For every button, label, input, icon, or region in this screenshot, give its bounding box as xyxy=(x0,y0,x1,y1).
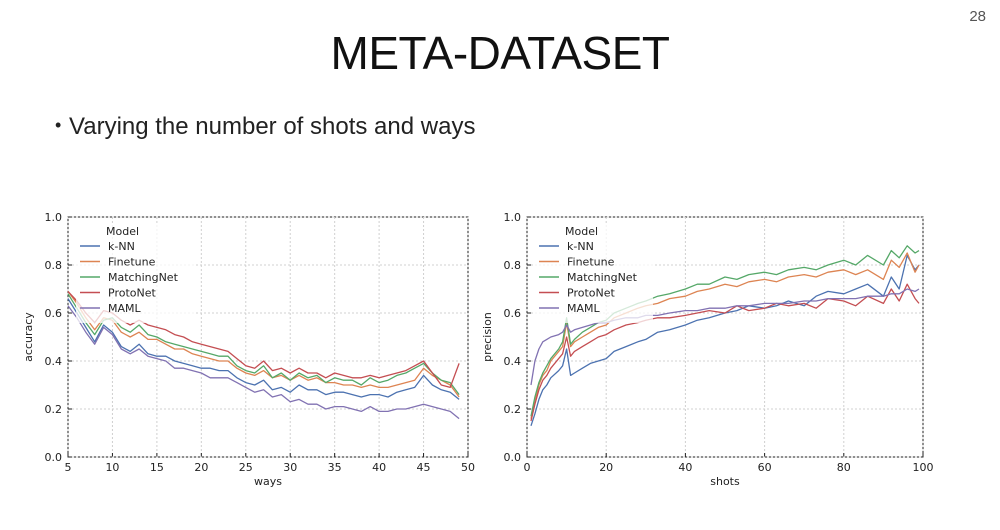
x-axis-label: shots xyxy=(710,475,740,488)
shots-precision-chart: 0 20 40 60 80 100 0.0 0.2 0.4 0.6 0.8 1.0 shots preci… xyxy=(481,211,934,488)
legend-entry: MAML xyxy=(567,302,601,315)
y-tick-label: 0.2 xyxy=(45,403,63,416)
series-line-maml xyxy=(530,288,920,386)
x-tick-label: 20 xyxy=(194,461,208,474)
legend-entry: Finetune xyxy=(567,256,615,269)
legend: Model k-NN Finetune MatchingNet ProtoNet MAML xyxy=(76,225,194,323)
bullet-dot-icon: • xyxy=(55,115,62,135)
bullet-text: Varying the number of shots and ways xyxy=(69,113,476,140)
page-number: 28 xyxy=(969,8,986,25)
series-line-matchingnet xyxy=(67,293,460,395)
x-tick-label: 40 xyxy=(678,461,692,474)
legend-title: Model xyxy=(565,225,598,238)
y-tick-label: 1.0 xyxy=(45,211,63,224)
series-line-maml xyxy=(67,305,460,420)
y-tick-label: 0.6 xyxy=(45,307,63,320)
x-tick-label: 15 xyxy=(150,461,164,474)
y-tick-label: 0.0 xyxy=(504,451,522,464)
series-line-finetune xyxy=(530,252,920,419)
x-tick-label: 80 xyxy=(837,461,851,474)
y-tick-label: 0.8 xyxy=(504,259,522,272)
series-line-protonet xyxy=(530,283,920,422)
legend-entry: Finetune xyxy=(108,256,156,269)
x-tick-label: 35 xyxy=(328,461,342,474)
legend-entry: MAML xyxy=(108,302,142,315)
slide-title: META-DATASET xyxy=(330,27,671,79)
x-tick-label: 20 xyxy=(599,461,613,474)
series-line-finetune xyxy=(67,291,460,398)
x-axis-label: ways xyxy=(254,475,282,488)
y-axis-label: accuracy xyxy=(22,312,35,362)
series-line-k-nn xyxy=(67,298,460,400)
x-tick-label: 60 xyxy=(758,461,772,474)
legend-entry: k-NN xyxy=(108,240,135,253)
x-tick-label: 45 xyxy=(417,461,431,474)
x-tick-label: 0 xyxy=(524,461,531,474)
legend-entry: k-NN xyxy=(567,240,594,253)
series-line-k-nn xyxy=(530,254,920,427)
legend-entry: MatchingNet xyxy=(567,271,638,284)
y-tick-label: 0.0 xyxy=(45,451,63,464)
y-tick-label: 0.8 xyxy=(45,259,63,272)
y-tick-label: 0.4 xyxy=(45,355,63,368)
x-tick-label: 50 xyxy=(461,461,475,474)
ways-accuracy-chart: 5 10 15 20 25 30 35 40 45 50 0.0 0.2 0.4 0.6 0.8 1.0 way… xyxy=(22,211,475,488)
y-tick-label: 1.0 xyxy=(504,211,522,224)
x-tick-label: 5 xyxy=(65,461,72,474)
legend-entry: ProtoNet xyxy=(567,287,615,300)
legend-title: Model xyxy=(106,225,139,238)
legend-entry: MatchingNet xyxy=(108,271,179,284)
x-tick-label: 40 xyxy=(372,461,386,474)
bullet-point: • Varying the number of shots and ways xyxy=(55,113,475,141)
x-tick-label: 10 xyxy=(105,461,119,474)
legend-background xyxy=(535,225,653,323)
x-tick-label: 100 xyxy=(913,461,934,474)
series-line-protonet xyxy=(67,290,460,389)
y-tick-label: 0.4 xyxy=(504,355,522,368)
x-tick-label: 30 xyxy=(283,461,297,474)
y-tick-label: 0.2 xyxy=(504,403,522,416)
y-tick-label: 0.6 xyxy=(504,307,522,320)
legend-entry: ProtoNet xyxy=(108,287,156,300)
legend: Model k-NN Finetune MatchingNet ProtoNet MAML xyxy=(535,225,653,323)
legend-background xyxy=(76,225,194,323)
series-line-matchingnet xyxy=(530,245,920,417)
x-tick-label: 25 xyxy=(239,461,253,474)
y-axis-label: precision xyxy=(481,312,494,362)
